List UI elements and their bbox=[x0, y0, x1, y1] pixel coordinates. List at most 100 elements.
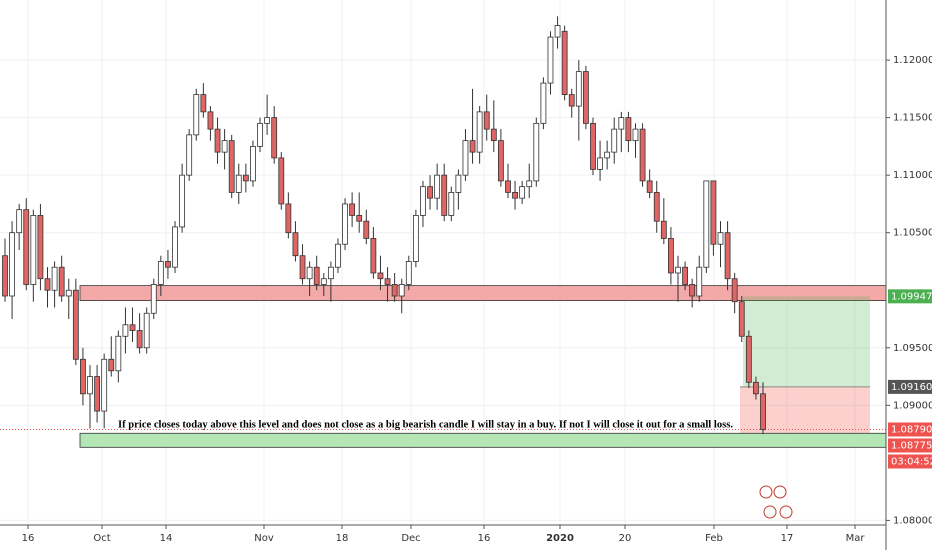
candle-body bbox=[115, 335, 122, 372]
bid-label-box bbox=[888, 438, 932, 453]
candle-body bbox=[618, 117, 625, 130]
candle-body bbox=[731, 278, 738, 303]
candle-body bbox=[44, 278, 51, 291]
candle-body bbox=[717, 232, 724, 245]
target-label: 1.09947 bbox=[891, 291, 932, 302]
candle-body bbox=[384, 278, 391, 285]
candle-body bbox=[16, 209, 23, 234]
candle-body bbox=[696, 266, 703, 297]
candle-body bbox=[760, 393, 766, 430]
candle-body bbox=[391, 284, 398, 297]
candle-body bbox=[427, 186, 433, 199]
last-price-label: 1.08790 bbox=[891, 424, 932, 435]
candle-body bbox=[250, 145, 256, 182]
event-icon bbox=[773, 485, 787, 499]
candle-body bbox=[285, 203, 292, 234]
stop-area bbox=[740, 386, 870, 433]
target-area bbox=[743, 296, 870, 387]
candle-body bbox=[122, 324, 129, 337]
candle-body bbox=[37, 215, 44, 280]
y-tick-label: 1.09500 bbox=[893, 343, 932, 354]
entry-label-box bbox=[888, 379, 932, 394]
candle-body bbox=[405, 261, 412, 285]
candle-body bbox=[65, 289, 72, 297]
target-label-box bbox=[888, 289, 932, 304]
candle-body bbox=[58, 266, 65, 297]
event-icon bbox=[759, 485, 773, 499]
y-tick-label: 1.09000 bbox=[893, 400, 932, 411]
x-tick-label: 16 bbox=[478, 533, 491, 544]
candle-body bbox=[299, 255, 306, 280]
x-tick-label: 16 bbox=[22, 533, 35, 544]
candle-body bbox=[469, 140, 476, 153]
candle-body bbox=[526, 180, 533, 188]
candle-body bbox=[108, 358, 115, 372]
candle-body bbox=[363, 220, 370, 239]
candle-body bbox=[292, 232, 299, 257]
candle-body bbox=[597, 157, 603, 170]
candle-body bbox=[561, 30, 568, 95]
candle-body bbox=[519, 186, 526, 199]
candle-body bbox=[441, 174, 448, 216]
candle-body bbox=[264, 117, 271, 124]
candle-body bbox=[150, 284, 157, 314]
candle-body bbox=[214, 128, 221, 153]
candle-body bbox=[51, 266, 58, 291]
candle-body bbox=[582, 71, 589, 124]
candle-body bbox=[420, 186, 426, 216]
candle-body bbox=[547, 36, 554, 84]
candle-body bbox=[80, 358, 86, 395]
candle-body bbox=[703, 180, 710, 268]
candle-body bbox=[9, 232, 15, 297]
candle-body bbox=[356, 215, 363, 222]
countdown-box bbox=[888, 454, 932, 469]
candle-body bbox=[738, 301, 745, 337]
candle-body bbox=[2, 255, 8, 297]
candle-body bbox=[271, 117, 278, 159]
annotation: If price closes today above this level a… bbox=[118, 419, 733, 430]
candle-body bbox=[228, 140, 235, 193]
candle-body bbox=[313, 266, 320, 285]
candle-body bbox=[448, 192, 455, 216]
candle-body bbox=[23, 209, 30, 285]
candle-body bbox=[94, 376, 100, 412]
candle-body bbox=[590, 122, 596, 170]
candle-body bbox=[660, 220, 667, 239]
candle-body bbox=[143, 312, 150, 349]
candle-body bbox=[575, 71, 582, 107]
candle-body bbox=[490, 128, 497, 142]
candle-body bbox=[193, 94, 200, 136]
y-tick-label: 1.11000 bbox=[893, 170, 932, 181]
candle-body bbox=[710, 180, 717, 245]
candle-body bbox=[157, 261, 164, 285]
x-tick-label: Oct bbox=[93, 533, 110, 544]
x-tick-label: Nov bbox=[254, 533, 274, 544]
x-tick-label: 18 bbox=[336, 533, 349, 544]
candle-body bbox=[370, 238, 377, 274]
bid-label: 1.08775 bbox=[891, 440, 932, 451]
candle-body bbox=[462, 140, 469, 176]
candle-body bbox=[668, 238, 674, 274]
candle-body bbox=[172, 226, 178, 268]
y-tick-label: 1.08000 bbox=[893, 515, 932, 526]
candle-body bbox=[349, 203, 356, 216]
x-tick-label: 2020 bbox=[546, 533, 574, 544]
candle-body bbox=[335, 243, 341, 268]
candle-body bbox=[554, 25, 561, 38]
last-price-label-box bbox=[888, 422, 932, 437]
candle-body bbox=[540, 82, 547, 124]
x-tick-label: Mar bbox=[846, 533, 866, 544]
candle-body bbox=[235, 174, 242, 193]
candle-body bbox=[689, 284, 696, 297]
candle-body bbox=[412, 215, 419, 262]
candle-body bbox=[646, 180, 653, 193]
y-tick-label: 1.12000 bbox=[893, 55, 932, 66]
candle-body bbox=[398, 284, 405, 297]
candle-body bbox=[455, 174, 462, 193]
candle-body bbox=[200, 94, 207, 113]
candle-body bbox=[568, 94, 575, 107]
entry-label: 1.09160 bbox=[891, 382, 932, 393]
candle-body bbox=[604, 151, 611, 159]
